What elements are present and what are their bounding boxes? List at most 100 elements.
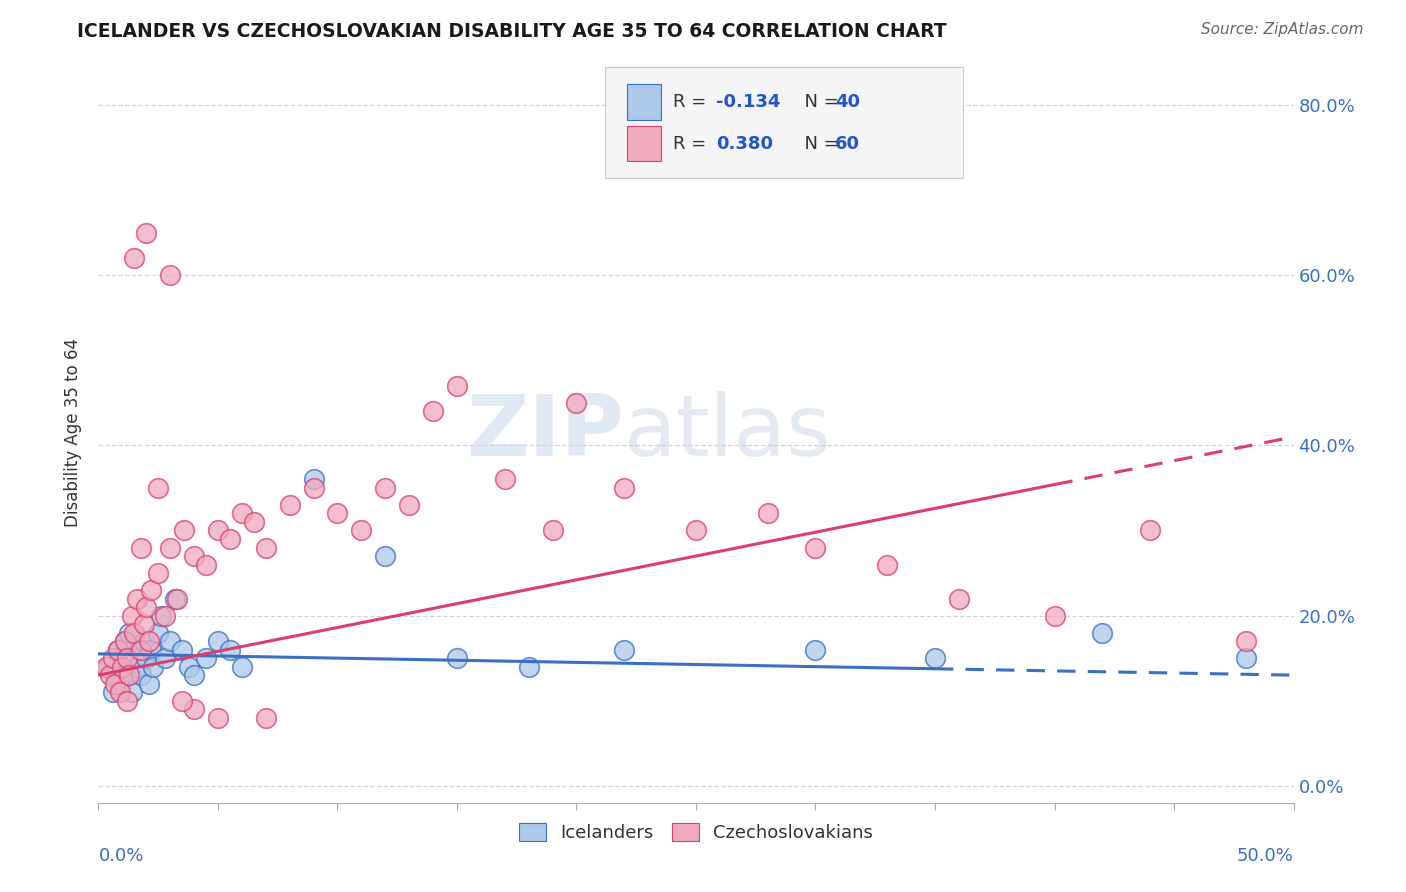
- Point: [163, 591, 186, 606]
- Point: [155, 651, 177, 665]
- Point: [494, 472, 516, 486]
- Point: [121, 608, 143, 623]
- Point: [517, 659, 540, 673]
- Point: [148, 481, 170, 495]
- Point: [132, 634, 155, 648]
- Point: [138, 676, 160, 690]
- Point: [107, 642, 129, 657]
- Point: [374, 481, 396, 495]
- Point: [148, 566, 170, 580]
- Text: -0.134: -0.134: [716, 93, 780, 111]
- Point: [139, 642, 162, 657]
- Text: atlas: atlas: [624, 391, 832, 475]
- Point: [1234, 651, 1257, 665]
- Point: [302, 472, 325, 486]
- Text: ZIP: ZIP: [467, 391, 624, 475]
- Point: [172, 642, 194, 657]
- Text: R =: R =: [673, 93, 713, 111]
- Point: [121, 685, 143, 699]
- Point: [1091, 625, 1114, 640]
- Point: [219, 642, 242, 657]
- Point: [1234, 634, 1257, 648]
- Point: [118, 668, 141, 682]
- Point: [207, 634, 229, 648]
- Point: [350, 524, 373, 538]
- Point: [219, 532, 242, 546]
- Text: R =: R =: [673, 135, 713, 153]
- Point: [398, 498, 420, 512]
- Point: [1043, 608, 1066, 623]
- Point: [104, 668, 127, 682]
- Point: [302, 481, 325, 495]
- Text: N =: N =: [793, 93, 845, 111]
- Point: [446, 651, 468, 665]
- Point: [948, 591, 970, 606]
- Point: [98, 668, 122, 682]
- Point: [278, 498, 301, 512]
- Text: N =: N =: [793, 135, 845, 153]
- Point: [107, 642, 129, 657]
- Point: [131, 668, 153, 682]
- Point: [124, 251, 146, 265]
- Point: [115, 651, 138, 665]
- Point: [254, 541, 277, 555]
- Point: [159, 541, 181, 555]
- Point: [804, 541, 827, 555]
- Point: [131, 642, 153, 657]
- Point: [541, 524, 564, 538]
- Point: [118, 625, 141, 640]
- Point: [114, 634, 136, 648]
- Point: [231, 659, 253, 673]
- Point: [166, 591, 188, 606]
- Point: [876, 558, 898, 572]
- Point: [195, 651, 218, 665]
- Text: ICELANDER VS CZECHOSLOVAKIAN DISABILITY AGE 35 TO 64 CORRELATION CHART: ICELANDER VS CZECHOSLOVAKIAN DISABILITY …: [77, 22, 948, 41]
- Point: [172, 694, 194, 708]
- Point: [173, 524, 195, 538]
- Point: [183, 549, 205, 563]
- Text: 60: 60: [835, 135, 860, 153]
- Point: [254, 711, 277, 725]
- Point: [139, 582, 162, 597]
- Text: 50.0%: 50.0%: [1237, 847, 1294, 865]
- Point: [148, 625, 170, 640]
- Point: [374, 549, 396, 563]
- Point: [125, 591, 148, 606]
- Point: [124, 651, 146, 665]
- Point: [565, 396, 588, 410]
- Legend: Icelanders, Czechoslovakians: Icelanders, Czechoslovakians: [512, 815, 880, 849]
- Point: [142, 659, 165, 673]
- Point: [756, 507, 779, 521]
- Point: [195, 558, 218, 572]
- Text: Source: ZipAtlas.com: Source: ZipAtlas.com: [1201, 22, 1364, 37]
- Point: [179, 659, 201, 673]
- Point: [101, 685, 124, 699]
- Point: [108, 685, 131, 699]
- Point: [104, 676, 127, 690]
- Point: [94, 659, 117, 673]
- Point: [108, 676, 131, 690]
- Point: [326, 507, 349, 521]
- Point: [243, 515, 266, 529]
- Point: [124, 625, 146, 640]
- Point: [183, 702, 205, 716]
- Point: [159, 634, 181, 648]
- Point: [924, 651, 946, 665]
- Point: [422, 404, 444, 418]
- Text: 40: 40: [835, 93, 860, 111]
- Point: [111, 659, 134, 673]
- Point: [613, 481, 636, 495]
- Point: [613, 642, 636, 657]
- Point: [115, 694, 138, 708]
- Point: [114, 634, 136, 648]
- Point: [138, 634, 160, 648]
- Point: [115, 668, 138, 682]
- Point: [1139, 524, 1161, 538]
- Point: [183, 668, 205, 682]
- Point: [159, 268, 181, 283]
- Point: [132, 617, 155, 632]
- Point: [111, 651, 134, 665]
- Point: [97, 659, 120, 673]
- Point: [231, 507, 253, 521]
- Point: [446, 379, 468, 393]
